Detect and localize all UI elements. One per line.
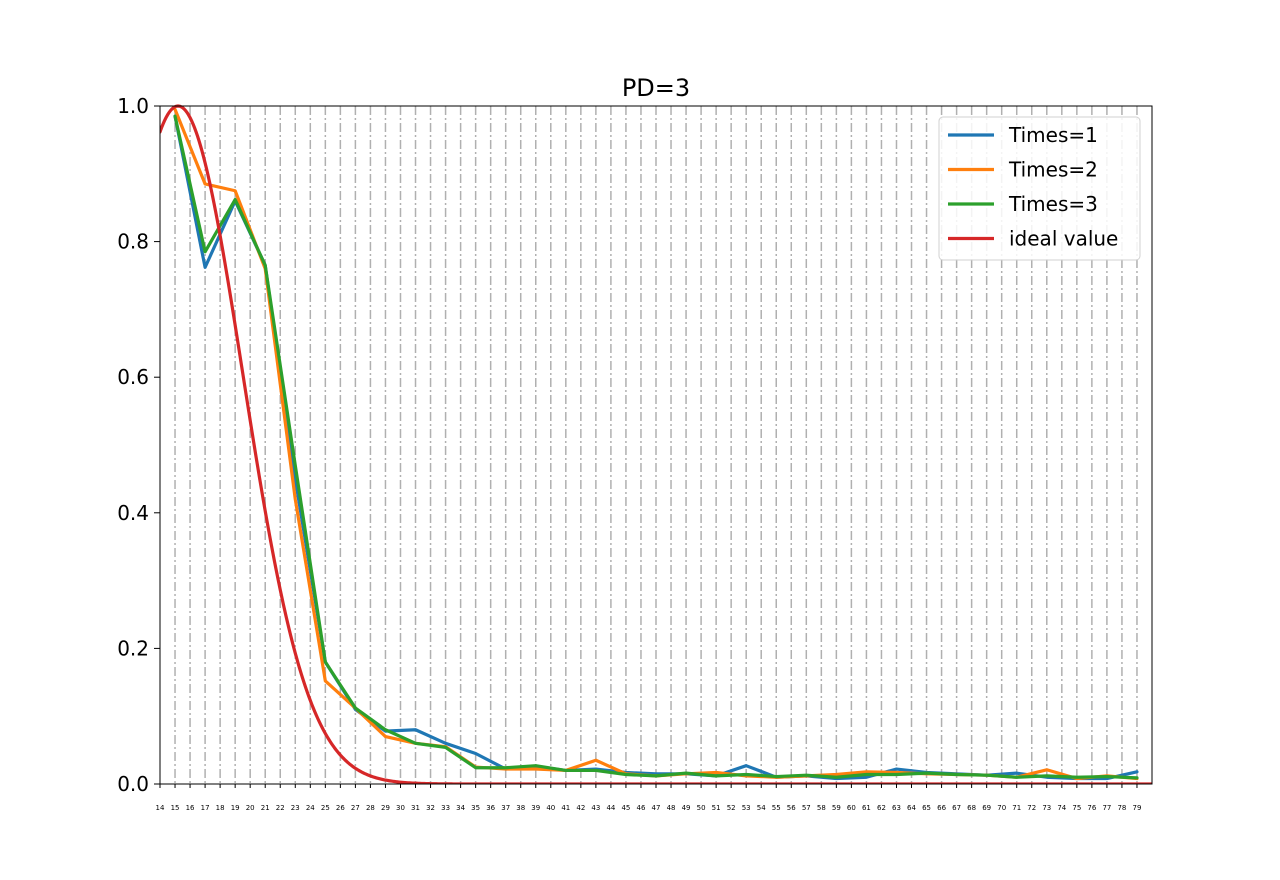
- x-tick-label-41: 41: [561, 804, 570, 812]
- x-tick-label-63: 63: [892, 804, 901, 812]
- x-tick-label-64: 64: [907, 804, 916, 812]
- x-tick-label-22: 22: [276, 804, 285, 812]
- x-tick-label-15: 15: [171, 804, 180, 812]
- x-tick-label-54: 54: [757, 804, 766, 812]
- x-tick-label-48: 48: [667, 804, 676, 812]
- x-tick-label-36: 36: [486, 804, 495, 812]
- y-tick-label-4: 0.8: [117, 230, 149, 254]
- x-tick-label-58: 58: [817, 804, 826, 812]
- x-tick-label-74: 74: [1057, 804, 1066, 812]
- x-tick-label-71: 71: [1012, 804, 1021, 812]
- legend: Times=1 Times=2 Times=3 ideal value: [938, 116, 1141, 261]
- x-tick-label-21: 21: [261, 804, 270, 812]
- x-tick-label-57: 57: [802, 804, 811, 812]
- x-tick-label-25: 25: [321, 804, 330, 812]
- x-tick-label-43: 43: [591, 804, 600, 812]
- x-tick-label-66: 66: [937, 804, 946, 812]
- x-tick-label-17: 17: [201, 804, 210, 812]
- x-tick-label-14: 14: [156, 804, 165, 812]
- x-axis: 14 15 16 17 18 19 20 21 22 23 24 25 26 27 28 29 30 31 32 33…: [156, 784, 1142, 812]
- x-tick-label-51: 51: [712, 804, 721, 812]
- x-tick-label-67: 67: [952, 804, 961, 812]
- x-tick-label-31: 31: [411, 804, 420, 812]
- chart-title: PD=3: [622, 74, 690, 102]
- x-tick-label-30: 30: [396, 804, 405, 812]
- x-tick-label-53: 53: [742, 804, 751, 812]
- x-tick-label-47: 47: [652, 804, 661, 812]
- x-tick-label-35: 35: [471, 804, 480, 812]
- x-tick-label-45: 45: [621, 804, 630, 812]
- x-tick-label-50: 50: [697, 804, 706, 812]
- x-tick-label-44: 44: [606, 804, 615, 812]
- x-tick-label-23: 23: [291, 804, 300, 812]
- y-tick-label-1: 0.2: [117, 636, 149, 660]
- x-tick-label-65: 65: [922, 804, 931, 812]
- y-tick-label-2: 0.4: [117, 501, 149, 525]
- series-line-2: [173, 114, 1139, 780]
- x-tick-label-29: 29: [381, 804, 390, 812]
- series-lines: [160, 104, 1152, 784]
- y-tick-label-5: 1.0: [117, 94, 149, 118]
- legend-label-0: Times=1: [1008, 123, 1098, 147]
- legend-label-2: Times=3: [1008, 192, 1098, 216]
- x-tick-label-56: 56: [787, 804, 796, 812]
- x-tick-label-55: 55: [772, 804, 781, 812]
- x-tick-label-16: 16: [186, 804, 195, 812]
- x-tick-label-61: 61: [862, 804, 871, 812]
- x-tick-label-62: 62: [877, 804, 886, 812]
- legend-label-3: ideal value: [1009, 227, 1118, 251]
- y-axis: 0.0 0.2 0.4 0.6 0.8 1.0: [117, 94, 160, 796]
- y-tick-label-3: 0.6: [117, 365, 149, 389]
- x-tick-label-20: 20: [246, 804, 255, 812]
- x-tick-label-46: 46: [637, 804, 646, 812]
- y-tick-label-0: 0.0: [117, 772, 149, 796]
- x-tick-label-32: 32: [426, 804, 435, 812]
- x-tick-label-73: 73: [1042, 804, 1051, 812]
- x-tick-label-69: 69: [982, 804, 991, 812]
- legend-box: [938, 116, 1141, 261]
- x-grid: [174, 106, 1138, 784]
- x-tick-label-77: 77: [1102, 804, 1111, 812]
- x-tick-label-18: 18: [216, 804, 225, 812]
- x-tick-label-75: 75: [1072, 804, 1081, 812]
- x-tick-label-27: 27: [351, 804, 360, 812]
- x-tick-label-52: 52: [727, 804, 736, 812]
- x-tick-label-19: 19: [231, 804, 240, 812]
- x-tick-label-76: 76: [1087, 804, 1096, 812]
- x-tick-label-42: 42: [576, 804, 585, 812]
- x-tick-label-33: 33: [441, 804, 450, 812]
- x-tick-label-79: 79: [1133, 804, 1142, 812]
- x-tick-label-34: 34: [456, 804, 465, 812]
- x-tick-label-60: 60: [847, 804, 856, 812]
- x-tick-label-72: 72: [1027, 804, 1036, 812]
- x-tick-label-49: 49: [682, 804, 691, 812]
- legend-label-1: Times=2: [1008, 158, 1098, 182]
- x-tick-label-70: 70: [997, 804, 1006, 812]
- x-tick-label-28: 28: [366, 804, 375, 812]
- series-line-3: [160, 104, 1152, 784]
- x-tick-label-38: 38: [516, 804, 525, 812]
- x-tick-label-68: 68: [967, 804, 976, 812]
- x-tick-label-39: 39: [531, 804, 540, 812]
- x-tick-label-37: 37: [501, 804, 510, 812]
- x-tick-label-26: 26: [336, 804, 345, 812]
- x-tick-label-24: 24: [306, 804, 315, 812]
- x-tick-label-59: 59: [832, 804, 841, 812]
- x-tick-label-78: 78: [1117, 804, 1126, 812]
- x-tick-label-40: 40: [546, 804, 555, 812]
